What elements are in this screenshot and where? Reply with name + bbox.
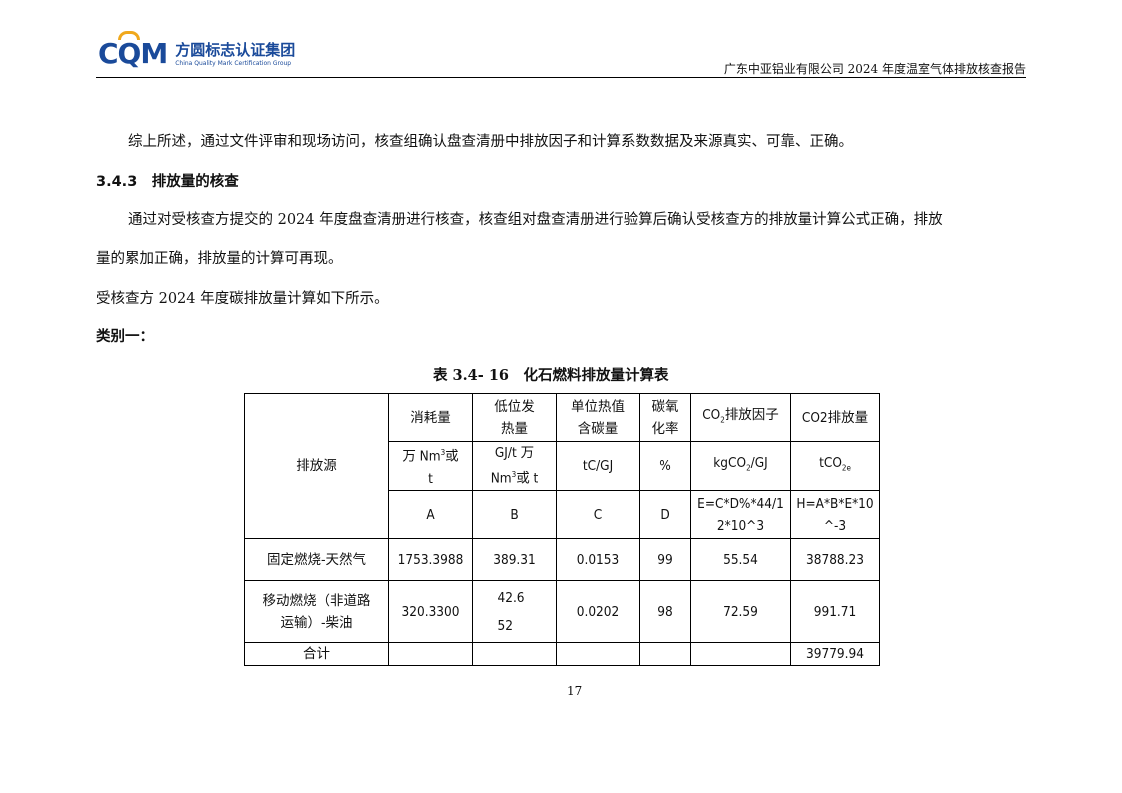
cell-e: 55.54: [690, 538, 791, 581]
cell-b: 42.652: [472, 580, 557, 643]
cqm-logo: CQM 方圆标志认证集团 China Quality Mark Certific…: [98, 30, 296, 73]
formula-cell: D: [639, 490, 691, 539]
unit-cell: kgCO2/GJ: [690, 441, 791, 491]
paragraph: 受核查方 2024 年度碳排放量计算如下所示。: [96, 291, 389, 307]
formula-cell: C: [556, 490, 640, 539]
unit-cell: 万 Nm3或 t: [388, 441, 473, 491]
header-title: 广东中亚铝业有限公司 2024 年度温室气体排放核查报告: [723, 62, 1026, 76]
formula-cell: B: [472, 490, 557, 539]
emission-table: 排放源 消耗量 低位发热量 单位热值 含碳量 碳氧化率 CO2排放因子 CO2排放…: [244, 393, 880, 666]
cell-e: 72.59: [690, 580, 791, 643]
section-heading: 3.4.3 排放量的核查: [96, 174, 239, 190]
logo-cn: 方圆标志认证集团: [175, 41, 296, 59]
cell-a-text: 1753.3988: [397, 551, 464, 568]
source-cell: 移动燃烧（非道路 运输）-柴油: [244, 580, 389, 643]
col-header-text: 碳氧化率: [651, 398, 679, 437]
col-header: 碳氧化率: [639, 393, 691, 442]
source-header: 排放源: [244, 393, 389, 539]
empty-cell: [472, 642, 557, 666]
cell-d: 98: [639, 580, 691, 643]
paragraph: 通过对受核查方提交的 2024 年度盘查清册进行核查，核查组对盘查清册进行验算后…: [128, 212, 943, 228]
page-number: 17: [567, 684, 583, 698]
header-divider: [96, 77, 1026, 78]
source-cell: 固定燃烧-天然气: [244, 538, 389, 581]
table-caption: 表 3.4- 16 化石燃料排放量计算表: [433, 367, 669, 384]
total-label: 合计: [244, 642, 389, 666]
cell-h: 991.71: [790, 580, 880, 643]
total-row: 合计 39779.94: [244, 642, 880, 666]
col-header: 消耗量: [388, 393, 473, 442]
cell-d: 99: [639, 538, 691, 581]
formula-text: H=A*B*E*10^-3: [796, 495, 874, 534]
unit-cell: %: [639, 441, 691, 491]
paragraph: 综上所述，通过文件评审和现场访问，核查组确认盘查清册中排放因子和计算系数数据及来…: [128, 134, 853, 150]
empty-cell: [388, 642, 473, 666]
cell-b: 389.31: [472, 538, 557, 581]
total-value: 39779.94: [790, 642, 880, 666]
empty-cell: [639, 642, 691, 666]
paragraph: 量的累加正确，排放量的计算可再现。: [96, 251, 343, 267]
logo-mark: CQM: [98, 30, 168, 70]
unit-cell: tC/GJ: [556, 441, 640, 491]
col-header: CO2排放量: [790, 393, 880, 442]
formula-text: E=C*D%*44/12*10^3: [697, 495, 784, 534]
table-row: 固定燃烧-天然气 1753.3988 389.31 0.0153 99 55.5…: [244, 538, 880, 581]
unit-cell: tCO2e: [790, 441, 880, 491]
cell-h: 38788.23: [790, 538, 880, 581]
empty-cell: [690, 642, 791, 666]
col-header: CO2排放因子: [690, 393, 791, 442]
cell-c: 0.0153: [556, 538, 640, 581]
cell-a: 1753.3988: [388, 538, 473, 581]
empty-cell: [556, 642, 640, 666]
formula-cell: H=A*B*E*10^-3: [790, 490, 880, 539]
formula-cell: E=C*D%*44/12*10^3: [690, 490, 791, 539]
col-header: 单位热值 含碳量: [556, 393, 640, 442]
logo-en: China Quality Mark Certification Group: [175, 60, 292, 67]
col-header-text: 低位发热量: [494, 398, 535, 437]
cell-b-text: 42.652: [497, 589, 525, 634]
col-header: 低位发热量: [472, 393, 557, 442]
formula-cell: A: [388, 490, 473, 539]
category-label: 类别一：: [96, 329, 154, 345]
cell-a: 320.3300: [388, 580, 473, 643]
cell-c: 0.0202: [556, 580, 640, 643]
table-row: 移动燃烧（非道路 运输）-柴油 320.3300 42.652 0.0202 98…: [244, 580, 880, 643]
unit-cell: GJ/t 万 Nm3或 t: [472, 441, 557, 491]
